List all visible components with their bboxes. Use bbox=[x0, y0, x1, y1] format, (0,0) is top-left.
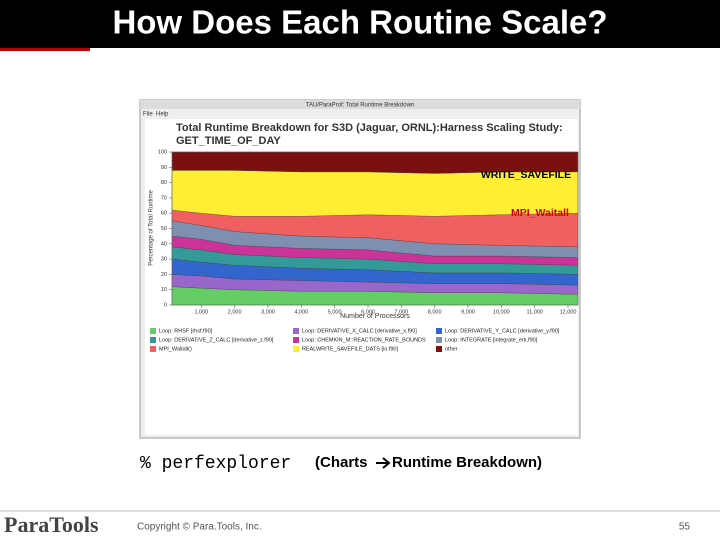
x-tick-label: 7,000 bbox=[394, 309, 408, 315]
x-axis-label: Number of Processors bbox=[340, 313, 410, 320]
legend-label: Loop: DERIVATIVE_Z_CALC [derivative_z.f9… bbox=[159, 337, 274, 343]
y-tick-label: 0 bbox=[164, 302, 167, 308]
y-tick-label: 100 bbox=[158, 149, 167, 155]
slide-title: How Does Each Routine Scale? bbox=[112, 4, 607, 41]
legend-label: Loop: DERIVATIVE_X_CALC [derivative_x.f9… bbox=[302, 328, 417, 334]
menu-item[interactable]: File bbox=[143, 112, 153, 118]
window-title: TAU/ParaProf: Total Runtime Breakdown bbox=[306, 103, 415, 109]
y-tick-label: 80 bbox=[161, 180, 167, 186]
legend-label: Loop: DERIVATIVE_Y_CALC [derivative_y.f9… bbox=[445, 328, 560, 334]
chart-subtitle: GET_TIME_OF_DAY bbox=[176, 135, 281, 147]
y-tick-label: 70 bbox=[161, 195, 167, 201]
legend-swatch bbox=[150, 346, 156, 352]
x-tick-label: 3,000 bbox=[261, 309, 275, 315]
legend-label: REALWRITE_SAVEFILE_DATS [io.f90] bbox=[302, 346, 398, 352]
caption-arrow bbox=[376, 457, 391, 469]
legend-label: Loop: CHEMKIN_M::REACTION_RATE_BOUNDS bbox=[302, 337, 426, 343]
legend-label: other bbox=[445, 346, 458, 352]
legend-swatch bbox=[293, 337, 299, 343]
x-tick-label: 1,000 bbox=[194, 309, 208, 315]
annotation: MPI_Waitall bbox=[511, 207, 569, 219]
legend-swatch bbox=[436, 337, 442, 343]
legend-label: Loop: INTEGRATE [integrate_erk.f90] bbox=[445, 337, 538, 343]
x-tick-label: 4,000 bbox=[294, 309, 308, 315]
caption-text: Runtime Breakdown) bbox=[392, 454, 542, 471]
y-tick-label: 50 bbox=[161, 226, 167, 232]
footer-copyright: Copyright © Para.Tools, Inc. bbox=[137, 522, 262, 533]
y-tick-label: 10 bbox=[161, 287, 167, 293]
chart-title: Total Runtime Breakdown for S3D (Jaguar,… bbox=[176, 122, 563, 134]
legend-swatch bbox=[150, 328, 156, 334]
y-tick-label: 40 bbox=[161, 241, 167, 247]
legend-swatch bbox=[436, 346, 442, 352]
legend-swatch bbox=[436, 328, 442, 334]
legend-label: Loop: RHSF [rhsf.f90] bbox=[159, 328, 213, 334]
y-axis-label: Percentage of Total Runtime bbox=[149, 190, 155, 266]
y-tick-label: 20 bbox=[161, 272, 167, 278]
footer-logo: ParaTools bbox=[4, 512, 99, 537]
y-tick-label: 90 bbox=[161, 165, 167, 171]
header-bar bbox=[0, 0, 720, 48]
y-tick-label: 60 bbox=[161, 211, 167, 217]
caption-text: (Charts bbox=[315, 454, 368, 471]
x-tick-label: 12,000 bbox=[560, 309, 577, 315]
page-number: 55 bbox=[679, 522, 691, 533]
x-tick-label: 10,000 bbox=[493, 309, 510, 315]
menu-item[interactable]: Help bbox=[156, 112, 169, 118]
x-tick-label: 9,000 bbox=[461, 309, 475, 315]
header-accent bbox=[0, 48, 90, 51]
legend-swatch bbox=[150, 337, 156, 343]
x-tick-label: 8,000 bbox=[428, 309, 442, 315]
annotation: WRITE_SAVEFILE bbox=[481, 169, 571, 181]
x-tick-label: 11,000 bbox=[526, 309, 542, 315]
legend-swatch bbox=[293, 328, 299, 334]
window-titlebar bbox=[140, 100, 580, 109]
x-tick-label: 6,000 bbox=[361, 309, 375, 315]
legend-swatch bbox=[293, 346, 299, 352]
x-tick-label: 2,000 bbox=[228, 309, 242, 315]
y-tick-label: 30 bbox=[161, 257, 167, 263]
legend-label: MPI_Waitall() bbox=[159, 346, 192, 352]
caption-command: % perfexplorer bbox=[140, 454, 291, 474]
x-tick-label: 5,000 bbox=[328, 309, 342, 315]
